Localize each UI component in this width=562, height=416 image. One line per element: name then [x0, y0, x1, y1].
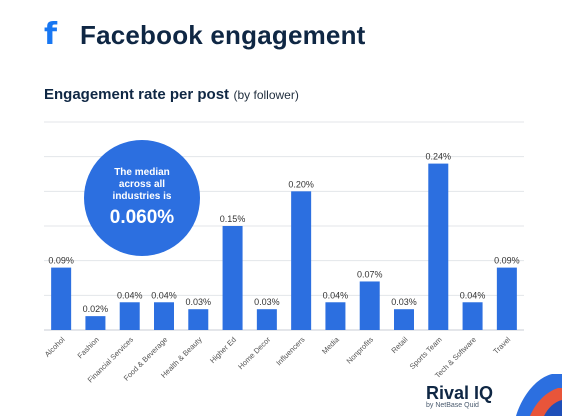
median-callout: The median across all industries is 0.06…	[84, 140, 200, 256]
bar-tech-software	[462, 302, 483, 330]
brand-sub: by NetBase Quid	[426, 402, 479, 409]
brand-name: Rival IQ	[426, 383, 494, 403]
value-label: 0.09%	[48, 256, 74, 266]
value-label: 0.07%	[357, 269, 383, 279]
subtitle-main: Engagement rate per post	[44, 86, 230, 103]
value-label: 0.09%	[494, 256, 520, 266]
bar-health-beauty	[188, 309, 209, 330]
header: f Facebook engagement	[44, 18, 366, 52]
brand-logo: Rival IQ by NetBase Quid	[426, 384, 493, 409]
bar-influencers	[291, 191, 312, 330]
bars	[51, 163, 517, 330]
bar-retail	[394, 309, 414, 330]
value-label: 0.15%	[220, 214, 246, 224]
value-label: 0.03%	[391, 297, 417, 307]
bar-media	[325, 302, 346, 330]
page-title: Facebook engagement	[80, 19, 366, 50]
bar-fashion	[85, 316, 106, 330]
value-labels: 0.09% 0.02% 0.04% 0.04% 0.03% 0.15% 0.03% 0.20%…	[48, 152, 519, 315]
value-label: 0.04%	[323, 290, 349, 300]
callout-value: 0.060%	[109, 207, 175, 228]
bar-sports-team	[428, 163, 449, 330]
callout-text: The median across all industries is	[112, 167, 172, 202]
chart-subtitle: Engagement rate per post (by follower)	[44, 86, 299, 104]
value-label: 0.04%	[151, 290, 177, 300]
bar-home-decor	[256, 309, 277, 330]
value-label: 0.03%	[254, 297, 280, 307]
bar-travel	[496, 267, 517, 330]
bar-food-beverage	[154, 302, 174, 330]
value-label: 0.04%	[460, 290, 486, 300]
value-label: 0.24%	[426, 152, 452, 162]
value-label: 0.04%	[117, 290, 143, 300]
bar-higher-ed	[222, 226, 243, 330]
bar-alcohol	[51, 267, 72, 330]
value-label: 0.20%	[288, 179, 314, 189]
subtitle-note: (by follower)	[233, 88, 299, 102]
facebook-f-icon: f	[44, 17, 58, 52]
value-label: 0.02%	[83, 304, 109, 314]
bar-nonprofits	[359, 281, 380, 330]
value-label: 0.03%	[186, 297, 212, 307]
bar-financial-services	[119, 302, 140, 330]
